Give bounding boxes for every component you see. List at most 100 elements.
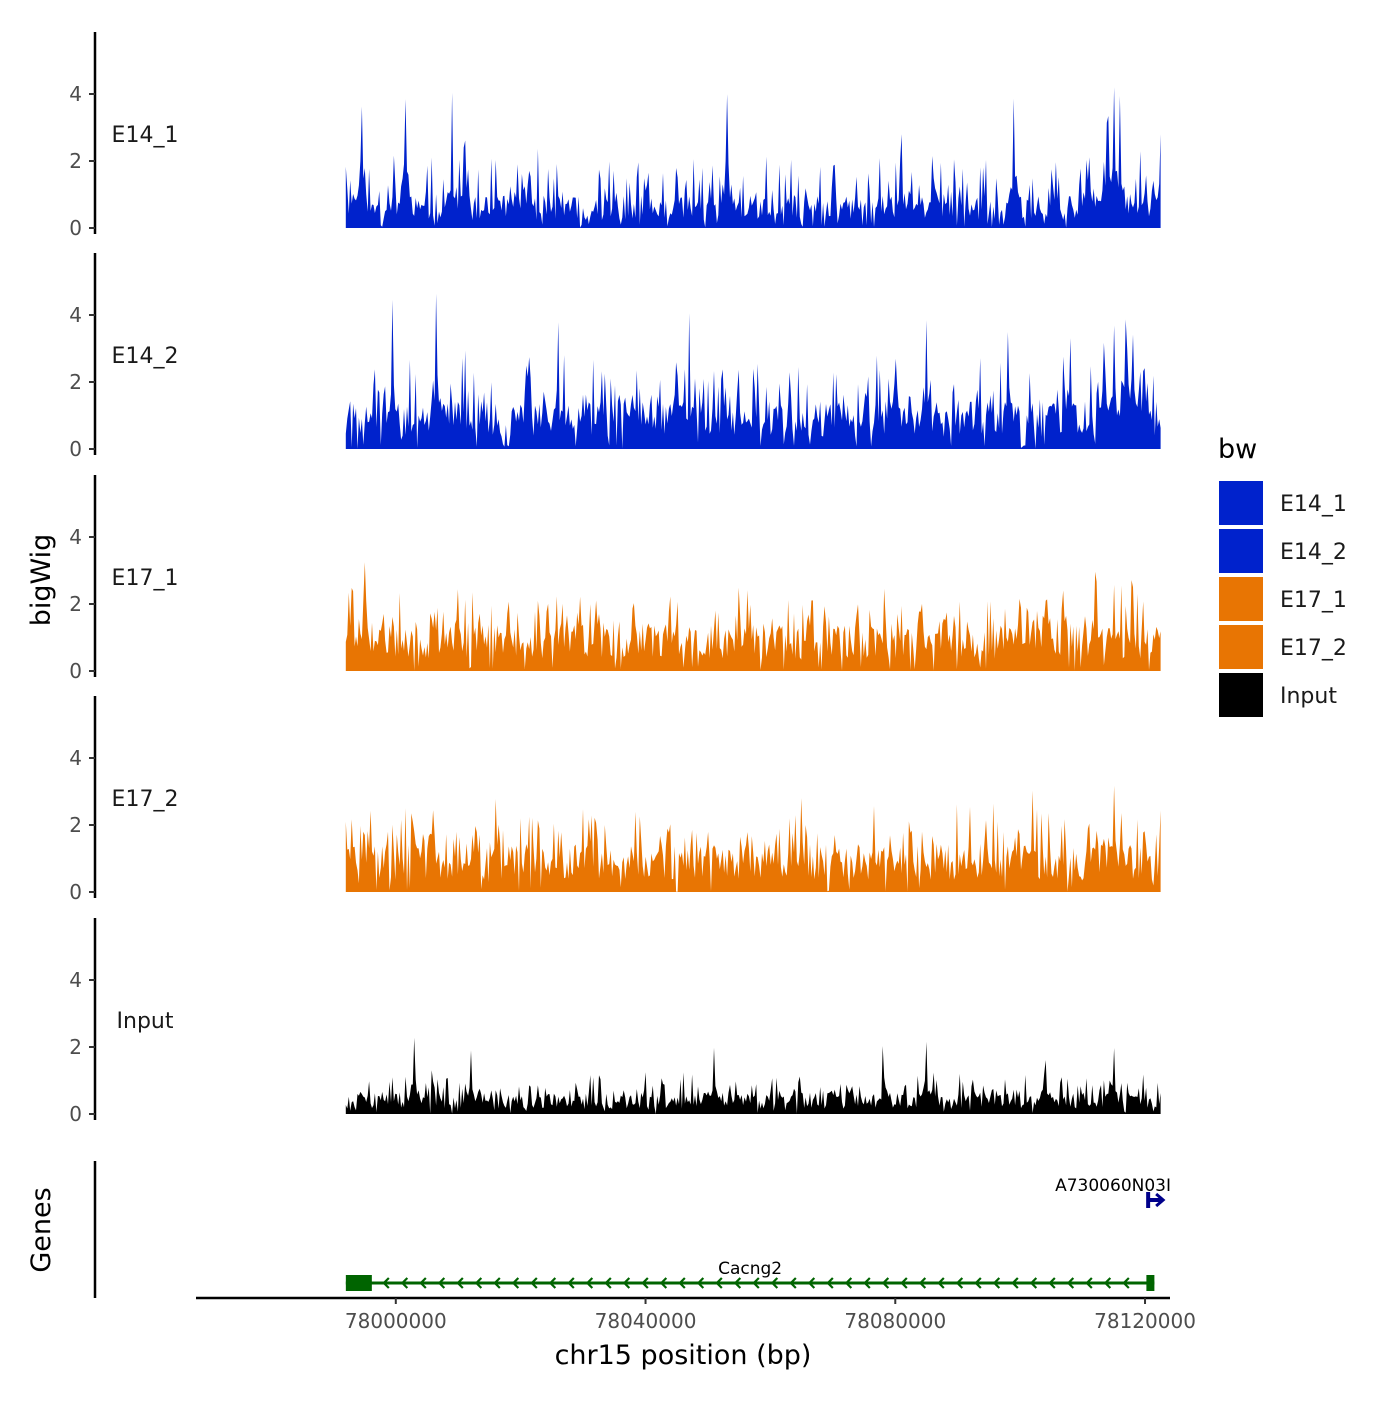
strand-arrow [530,1277,538,1289]
genes-panel-title: Genes [26,1187,57,1272]
y-axis-title: bigWig [26,534,57,627]
strand-arrow [696,1277,705,1289]
legend-label-E17_1: E17_1 [1280,588,1347,613]
strand-arrow [974,1277,982,1289]
strand-arrow [752,1277,760,1289]
strand-arrow [548,1277,557,1289]
strand-arrow [622,1277,631,1289]
gene-exon [345,1275,372,1291]
track-E14_2: 0 2 4 E14_2 [69,253,1161,461]
strand-arrow [1103,1277,1112,1289]
strand-arrow [807,1277,816,1289]
legend-label-E17_2: E17_2 [1280,636,1347,661]
track-label: E14_1 [112,123,179,148]
strand-arrow [789,1277,797,1289]
y-tick-label: 0 [69,659,82,683]
strand-arrow [437,1277,446,1289]
legend-swatch-Input [1217,671,1265,719]
strand-arrows [382,1277,1130,1289]
track-E17_1: 0 2 4 E17_1 [69,475,1161,683]
strand-arrow [918,1277,927,1289]
strand-arrow [937,1277,945,1289]
strand-arrow [474,1277,483,1289]
strand-arrow [567,1277,575,1289]
track-label: Input [117,1009,174,1034]
track-E17_2: 0 2 4 E17_2 [69,696,1161,904]
strand-arrow [1011,1277,1019,1289]
strand-arrow [844,1277,853,1289]
strand-arrow [715,1277,723,1289]
coverage-area-E17_1 [345,562,1161,671]
y-tick-label: 0 [69,880,82,904]
track-label: E17_1 [112,566,179,591]
strand-arrow [955,1277,964,1289]
y-tick-label: 2 [69,1035,82,1059]
strand-arrow [881,1277,890,1289]
gene-exon [1146,1275,1155,1291]
y-tick-label: 0 [69,216,82,240]
strand-arrow [456,1277,464,1289]
strand-arrow [1048,1277,1056,1289]
y-tick-label: 4 [69,746,82,770]
legend-label-Input: Input [1280,684,1337,709]
strand-arrow [641,1277,649,1289]
legend-swatch-E14_1 [1217,479,1265,527]
legend-swatch-E14_2 [1217,527,1265,575]
legend-label-E14_1: E14_1 [1280,492,1347,517]
x-tick-label: 78000000 [345,1309,447,1333]
gene-label-Cacng2: Cacng2 [718,1259,782,1279]
y-tick-label: 2 [69,149,82,173]
strand-arrow [585,1277,594,1289]
track-label: E17_2 [112,787,179,812]
strand-arrow [900,1277,908,1289]
coverage-area-Input [345,1037,1161,1114]
track-label: E14_2 [112,344,179,369]
coverage-area-E17_2 [345,785,1161,892]
y-tick-label: 2 [69,592,82,616]
y-tick-label: 0 [69,437,82,461]
legend-swatch-E17_2 [1217,623,1265,671]
strand-arrow [1029,1277,1038,1289]
legend: bw E14_1 E14_2 E17_1 E17_2 Input [1217,434,1347,719]
strand-arrow [826,1277,834,1289]
y-tick-label: 4 [69,82,82,106]
y-tick-label: 4 [69,968,82,992]
x-tick-label: 78040000 [595,1309,697,1333]
track-Input: 0 2 4 Input [69,918,1161,1126]
x-axis-title: chr15 position (bp) [555,1340,812,1371]
x-axis: 78000000 78040000 78080000 78120000 [196,1296,1196,1333]
legend-swatch-E17_1 [1217,575,1265,623]
tracks-layer: 0 2 4 E14_1 0 2 4 E14_2 0 2 4 E17_1 0 2 4 E17_2 0 2 4 Input [69,32,1161,1126]
coverage-area-E14_2 [345,293,1161,449]
y-tick-label: 2 [69,813,82,837]
y-tick-label: 0 [69,1102,82,1126]
strand-arrow [511,1277,520,1289]
strand-arrow [1085,1277,1093,1289]
strand-arrow [604,1277,612,1289]
strand-arrow [400,1277,409,1289]
y-tick-label: 4 [69,525,82,549]
legend-label-E14_2: E14_2 [1280,540,1347,565]
strand-arrow [678,1277,686,1289]
strand-arrow [733,1277,742,1289]
gene-label-A730060N03I: A730060N03I [1055,1176,1171,1196]
x-tick-label: 78080000 [844,1309,946,1333]
strand-arrow [493,1277,501,1289]
x-tick-label: 78120000 [1094,1309,1196,1333]
y-tick-label: 2 [69,370,82,394]
strand-arrow [1122,1277,1130,1289]
coverage-area-E14_1 [345,87,1161,228]
strand-arrow [419,1277,427,1289]
genes-panel: Cacng2 A730060N03I [93,1161,1171,1298]
y-tick-label: 4 [69,303,82,327]
track-E14_1: 0 2 4 E14_1 [69,32,1161,240]
strand-arrow [382,1277,390,1289]
strand-arrow [770,1277,779,1289]
strand-arrow [992,1277,1001,1289]
strand-arrow [659,1277,668,1289]
gene-tss-arrow [1155,1192,1166,1208]
legend-title: bw [1218,434,1257,465]
strand-arrow [863,1277,871,1289]
